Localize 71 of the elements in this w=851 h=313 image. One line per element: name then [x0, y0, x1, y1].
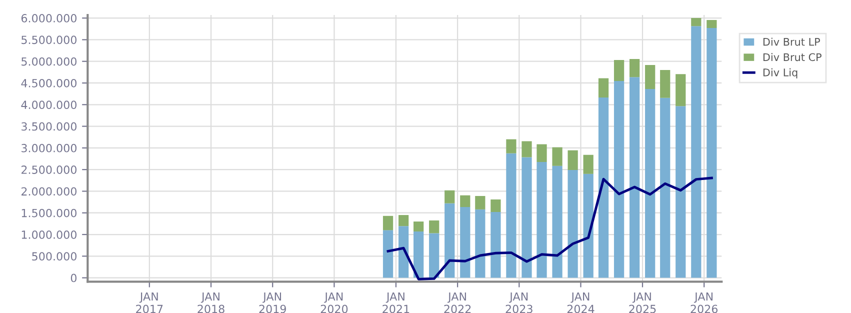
bar	[444, 190, 455, 204]
bar	[414, 222, 424, 232]
bar	[506, 153, 516, 278]
y-tick-label: 5.000.000	[22, 57, 76, 66]
x-tick-label: JAN 2023	[506, 292, 532, 313]
bar	[706, 28, 717, 278]
bar	[614, 81, 624, 278]
bar	[414, 231, 424, 278]
bar	[568, 150, 578, 170]
x-tick-label: JAN 2026	[690, 292, 718, 313]
bar	[630, 77, 640, 278]
bar	[706, 20, 717, 28]
bar	[429, 220, 440, 234]
y-tick-label: 2.500.000	[22, 166, 76, 174]
y-tick-label: 4.500.000	[21, 78, 76, 88]
bar	[460, 195, 470, 208]
bar	[583, 174, 594, 278]
x-tick-label: JAN 2021	[382, 292, 410, 313]
bar	[691, 18, 702, 26]
legend-label: Div Brut CP	[763, 53, 822, 62]
bar	[536, 144, 547, 162]
bar	[444, 203, 455, 278]
x-tick-label: JAN 2018	[198, 292, 224, 313]
y-tick-label: 4.000.000	[21, 100, 76, 110]
y-tick-label: 3.000.000	[22, 144, 76, 152]
x-tick-label: JAN 2019	[259, 292, 286, 313]
bar	[660, 98, 670, 278]
y-tick-label: 3.500.000	[22, 122, 76, 131]
x-tick-label: JAN 2024	[567, 292, 594, 313]
line-series	[386, 176, 713, 280]
bar	[568, 170, 578, 278]
legend-label: Div Liq	[763, 68, 798, 78]
bar	[552, 147, 562, 166]
bar	[583, 154, 594, 174]
bar	[536, 162, 547, 278]
y-tick-label: 1.500.000	[22, 208, 76, 218]
bar	[630, 58, 640, 78]
bar	[522, 141, 532, 158]
bar	[506, 139, 516, 154]
y-tick-label: 500.000	[32, 252, 76, 261]
bar	[598, 78, 609, 98]
x-tick-label: JAN 2017	[136, 292, 163, 313]
y-tick-label: 1.000.000	[22, 230, 76, 239]
bar	[598, 97, 609, 278]
legend-label: Div Brut LP	[763, 38, 820, 46]
bar	[382, 230, 394, 278]
bar	[676, 106, 686, 278]
y-tick-label: 2.000.000	[22, 187, 76, 196]
x-tick-label: JAN 2025	[629, 292, 656, 313]
y-tick-label: 0	[70, 274, 76, 282]
y-tick-label: 6.000.000	[21, 14, 76, 22]
bar	[676, 74, 686, 106]
bar	[382, 216, 394, 230]
y-tick-label: 5.500.000	[22, 36, 76, 44]
bar	[398, 215, 409, 226]
bar	[398, 226, 409, 278]
bar	[475, 196, 486, 210]
bar	[660, 70, 670, 98]
bar	[645, 65, 656, 90]
bar	[614, 60, 624, 82]
x-tick-label: JAN 2022	[444, 292, 471, 313]
bar	[460, 207, 470, 278]
bar	[552, 166, 562, 278]
bar	[490, 212, 501, 278]
bar	[691, 26, 702, 278]
bar	[475, 209, 486, 278]
x-tick-label: JAN 2020	[320, 292, 348, 313]
bar	[645, 89, 656, 278]
bar	[429, 233, 440, 278]
bar	[522, 157, 532, 278]
bar	[490, 199, 501, 212]
